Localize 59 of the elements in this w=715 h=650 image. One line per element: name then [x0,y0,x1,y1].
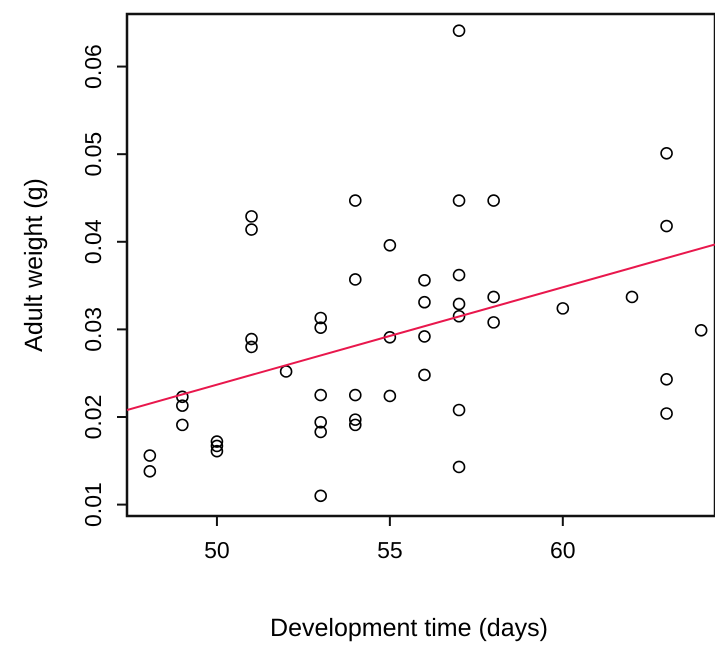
point [418,274,431,287]
point [348,413,362,426]
point [314,388,327,402]
y-tick-label: 0.03 [80,307,106,352]
y-axis-title: Adult weight (g) [20,178,48,352]
point [348,388,362,402]
point [384,238,396,252]
point [556,302,570,315]
point [418,368,431,382]
point [452,194,466,207]
point [384,390,396,402]
point [626,290,638,304]
point [418,296,431,309]
point [144,449,156,462]
point [452,298,466,310]
point [314,312,327,324]
x-tick-label: 60 [550,537,576,563]
point [452,310,466,323]
y-tick-label: 0.01 [80,482,106,527]
point [314,416,327,429]
y-tick-label: 0.04 [80,219,106,264]
point [314,321,327,334]
point [210,440,224,452]
point [348,418,362,432]
point [245,223,258,236]
point [245,340,258,354]
point [280,365,292,378]
point [660,373,673,386]
point [487,194,500,207]
point [452,404,466,416]
point [452,268,466,282]
point [176,418,189,432]
point [210,435,224,448]
point [176,399,189,412]
point [245,332,258,346]
point [660,407,673,420]
point [314,426,327,438]
point [245,210,258,223]
x-axis-title: Development time (days) [270,614,548,642]
point [694,324,708,337]
point [487,316,500,329]
point [314,490,327,502]
point [348,273,362,286]
y-tick-label: 0.06 [80,44,106,89]
point [210,444,224,458]
y-tick-label: 0.05 [80,132,106,177]
point [452,24,466,37]
point [660,220,673,232]
point [452,460,466,474]
point [176,390,189,404]
y-tick-label: 0.02 [80,394,106,440]
point [384,330,396,344]
point [418,330,431,343]
point [660,147,673,160]
x-tick-label: 55 [377,537,403,563]
x-tick-label: 50 [204,537,230,563]
point [487,290,500,304]
point [144,465,156,478]
point [348,194,362,207]
